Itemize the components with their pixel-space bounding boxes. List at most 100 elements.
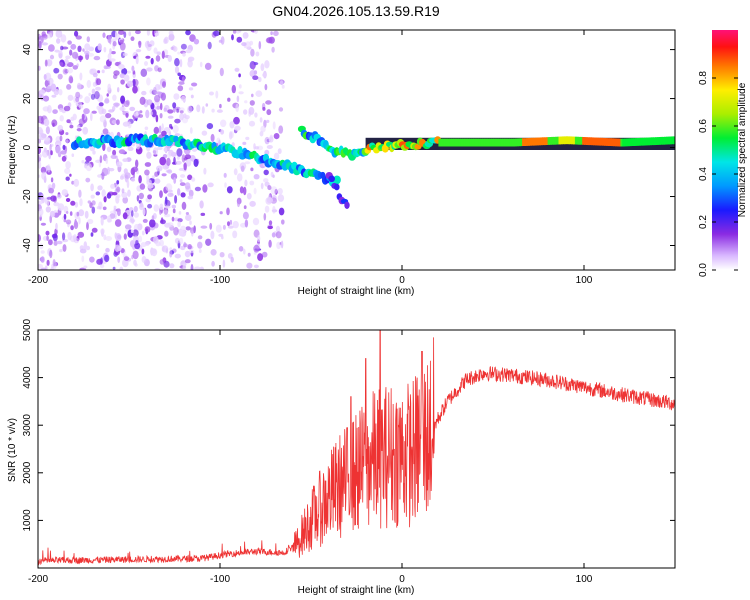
noise-speckle [84, 210, 89, 219]
noise-speckle [183, 243, 188, 248]
snr-y-label: SNR (10 * v/v) [7, 418, 18, 482]
noise-speckle [161, 50, 165, 59]
noise-speckle [147, 194, 153, 200]
noise-speckle [102, 128, 109, 135]
noise-speckle [205, 103, 209, 107]
noise-speckle [211, 260, 215, 267]
noise-speckle [266, 197, 273, 204]
noise-speckle [111, 51, 116, 55]
noise-speckle [255, 51, 260, 57]
noise-speckle [88, 52, 94, 57]
band-segment [616, 138, 620, 147]
noise-speckle [69, 121, 73, 125]
noise-speckle [50, 83, 57, 92]
noise-speckle [118, 63, 125, 70]
noise-speckle [65, 198, 71, 202]
noise-speckle [234, 125, 241, 131]
noise-speckle [260, 125, 266, 133]
noise-speckle [165, 183, 173, 192]
noise-speckle [161, 130, 167, 137]
noise-speckle [38, 208, 44, 216]
noise-speckle [101, 108, 107, 115]
band-segment [447, 138, 450, 147]
noise-speckle [154, 32, 159, 37]
noise-speckle [113, 205, 117, 210]
noise-speckle [42, 95, 50, 102]
band-segment [558, 136, 561, 145]
noise-speckle [60, 45, 64, 51]
band-segment [487, 138, 490, 147]
noise-speckle [245, 136, 250, 141]
noise-speckle [41, 42, 48, 46]
noise-speckle [119, 266, 124, 270]
noise-speckle [223, 172, 227, 178]
noise-speckle [235, 103, 239, 113]
noise-speckle [176, 108, 180, 113]
band-segment [627, 138, 631, 147]
spectrogram-x-label: Height of straight line (km) [298, 286, 415, 297]
noise-speckle [49, 54, 55, 60]
band-segment [593, 137, 596, 146]
noise-speckle [281, 219, 285, 225]
band-segment [591, 137, 594, 146]
spectrogram-x-axis: -200 -100 0 100 [28, 30, 593, 286]
noise-speckle [205, 238, 212, 246]
noise-speckle [131, 210, 134, 217]
noise-speckle [116, 186, 121, 192]
noise-speckle [82, 48, 85, 52]
noise-speckle [44, 59, 48, 67]
noise-speckle [236, 95, 240, 103]
noise-speckle [85, 155, 92, 162]
noise-speckle [179, 113, 184, 121]
noise-speckle [47, 164, 51, 173]
noise-speckle [167, 115, 174, 119]
noise-speckle [46, 196, 52, 200]
noise-speckle [252, 62, 255, 70]
noise-speckle [196, 104, 201, 113]
band-segment [631, 138, 634, 146]
noise-speckle [242, 141, 247, 145]
noise-speckle [180, 225, 187, 233]
noise-speckle [238, 30, 242, 33]
noise-speckle [65, 176, 70, 181]
band-segment [509, 138, 512, 147]
noise-speckle [122, 196, 128, 204]
noise-speckle [81, 255, 85, 263]
noise-speckle [155, 241, 161, 247]
noise-speckle [53, 67, 60, 74]
noise-speckle [140, 68, 148, 78]
spectrogram-plot-area [38, 30, 675, 270]
noise-speckle [85, 163, 93, 172]
noise-speckle [122, 212, 128, 220]
noise-speckle [231, 84, 236, 94]
noise-speckle [236, 199, 241, 208]
noise-speckle [75, 91, 81, 99]
noise-speckle [52, 259, 56, 267]
noise-speckle [90, 112, 93, 122]
noise-speckle [146, 99, 153, 106]
noise-speckle [45, 230, 50, 236]
noise-speckle [177, 85, 184, 92]
noise-speckle [269, 134, 273, 140]
band-segment [531, 137, 534, 146]
noise-speckle [174, 118, 181, 124]
noise-speckle [187, 57, 192, 63]
noise-speckle [232, 230, 238, 239]
noise-speckle [79, 198, 83, 207]
band-segment [633, 138, 636, 146]
noise-speckle [185, 30, 191, 36]
noise-speckle [153, 47, 158, 54]
noise-speckle [209, 222, 213, 230]
noise-speckle [276, 241, 281, 250]
noise-speckle [133, 259, 137, 266]
noise-speckle [249, 200, 256, 207]
noise-speckle [199, 200, 204, 209]
noise-speckle [121, 188, 125, 194]
colorbar-tick-label: 0.0 [698, 263, 709, 277]
band-segment [518, 138, 521, 147]
noise-speckle [141, 248, 145, 255]
noise-speckle [120, 175, 124, 180]
noise-speckle [147, 203, 153, 209]
snr-plot-area [38, 330, 675, 566]
band-segment [635, 138, 638, 146]
